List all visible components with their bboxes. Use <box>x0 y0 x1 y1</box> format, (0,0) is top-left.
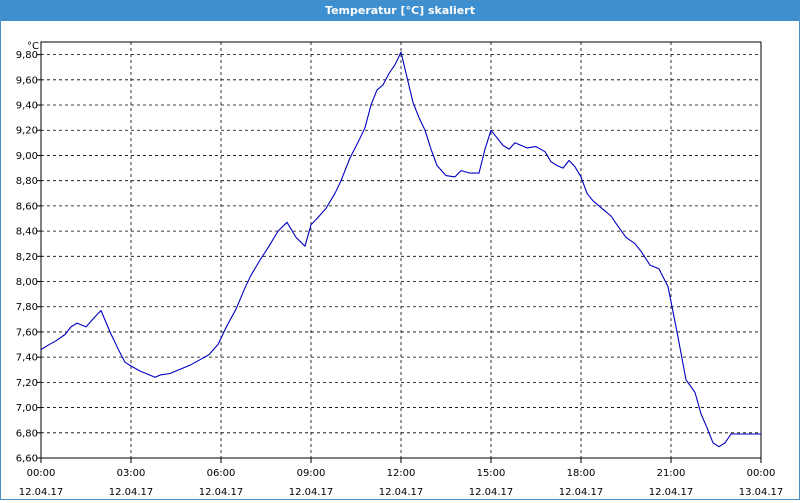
y-tick-label: 6,80 <box>16 428 38 439</box>
y-tick-label: 9,20 <box>16 126 38 137</box>
y-axis-unit: °C <box>27 41 39 52</box>
x-tick-time-label: 18:00 <box>567 468 596 479</box>
x-tick-date-label: 13.04.17 <box>739 487 784 498</box>
y-tick-label: 9,40 <box>16 101 38 112</box>
x-tick-date-label: 12.04.17 <box>649 487 694 498</box>
y-tick-label: 8,20 <box>16 252 38 263</box>
x-tick-time-label: 06:00 <box>207 468 236 479</box>
y-tick-label: 8,80 <box>16 176 38 187</box>
y-tick-label: 6,60 <box>16 454 38 465</box>
x-tick-time-label: 12:00 <box>387 468 416 479</box>
x-tick-date-label: 12.04.17 <box>469 487 514 498</box>
y-tick-label: 9,00 <box>16 151 38 162</box>
data-series <box>40 51 761 448</box>
y-tick-label: 8,00 <box>16 277 38 288</box>
x-tick-time-label: 00:00 <box>27 468 56 479</box>
x-tick-time-label: 03:00 <box>117 468 146 479</box>
y-tick-label: 7,20 <box>16 378 38 389</box>
window-title: Temperatur [°C] skaliert <box>1 1 799 21</box>
y-axis-ticks: 6,60 6,80 7,00 7,20 7,40 7,60 7,80 8,00 8,20 8,40… <box>16 50 41 465</box>
x-axis-ticks: 00:00 12.04.17 03:00 12.04.17 06:00 12.04.17 0… <box>19 458 784 498</box>
x-tick-date-label: 12.04.17 <box>19 487 64 498</box>
x-tick-date-label: 12.04.17 <box>109 487 154 498</box>
x-tick-date-label: 12.04.17 <box>379 487 424 498</box>
x-tick-time-label: 15:00 <box>477 468 506 479</box>
x-tick-time-label: 09:00 <box>297 468 326 479</box>
chart-area: 6,60 6,80 7,00 7,20 7,40 7,60 7,80 8,00 8,20 8,40… <box>1 21 799 499</box>
x-tick-date-label: 12.04.17 <box>289 487 334 498</box>
y-tick-label: 7,80 <box>16 302 38 313</box>
x-tick-time-label: 00:00 <box>747 468 776 479</box>
temperature-chart: 6,60 6,80 7,00 7,20 7,40 7,60 7,80 8,00 8,20 8,40… <box>16 41 784 498</box>
x-tick-date-label: 12.04.17 <box>559 487 604 498</box>
y-tick-label: 8,60 <box>16 201 38 212</box>
x-tick-time-label: 21:00 <box>657 468 686 479</box>
grid-lines <box>40 42 762 459</box>
y-tick-label: 7,60 <box>16 327 38 338</box>
y-tick-label: 9,60 <box>16 75 38 86</box>
y-tick-label: 9,80 <box>16 50 38 61</box>
y-tick-label: 7,40 <box>16 353 38 364</box>
temperature-line <box>40 51 761 448</box>
y-tick-label: 7,00 <box>16 403 38 414</box>
y-tick-label: 8,40 <box>16 227 38 238</box>
x-tick-date-label: 12.04.17 <box>199 487 244 498</box>
